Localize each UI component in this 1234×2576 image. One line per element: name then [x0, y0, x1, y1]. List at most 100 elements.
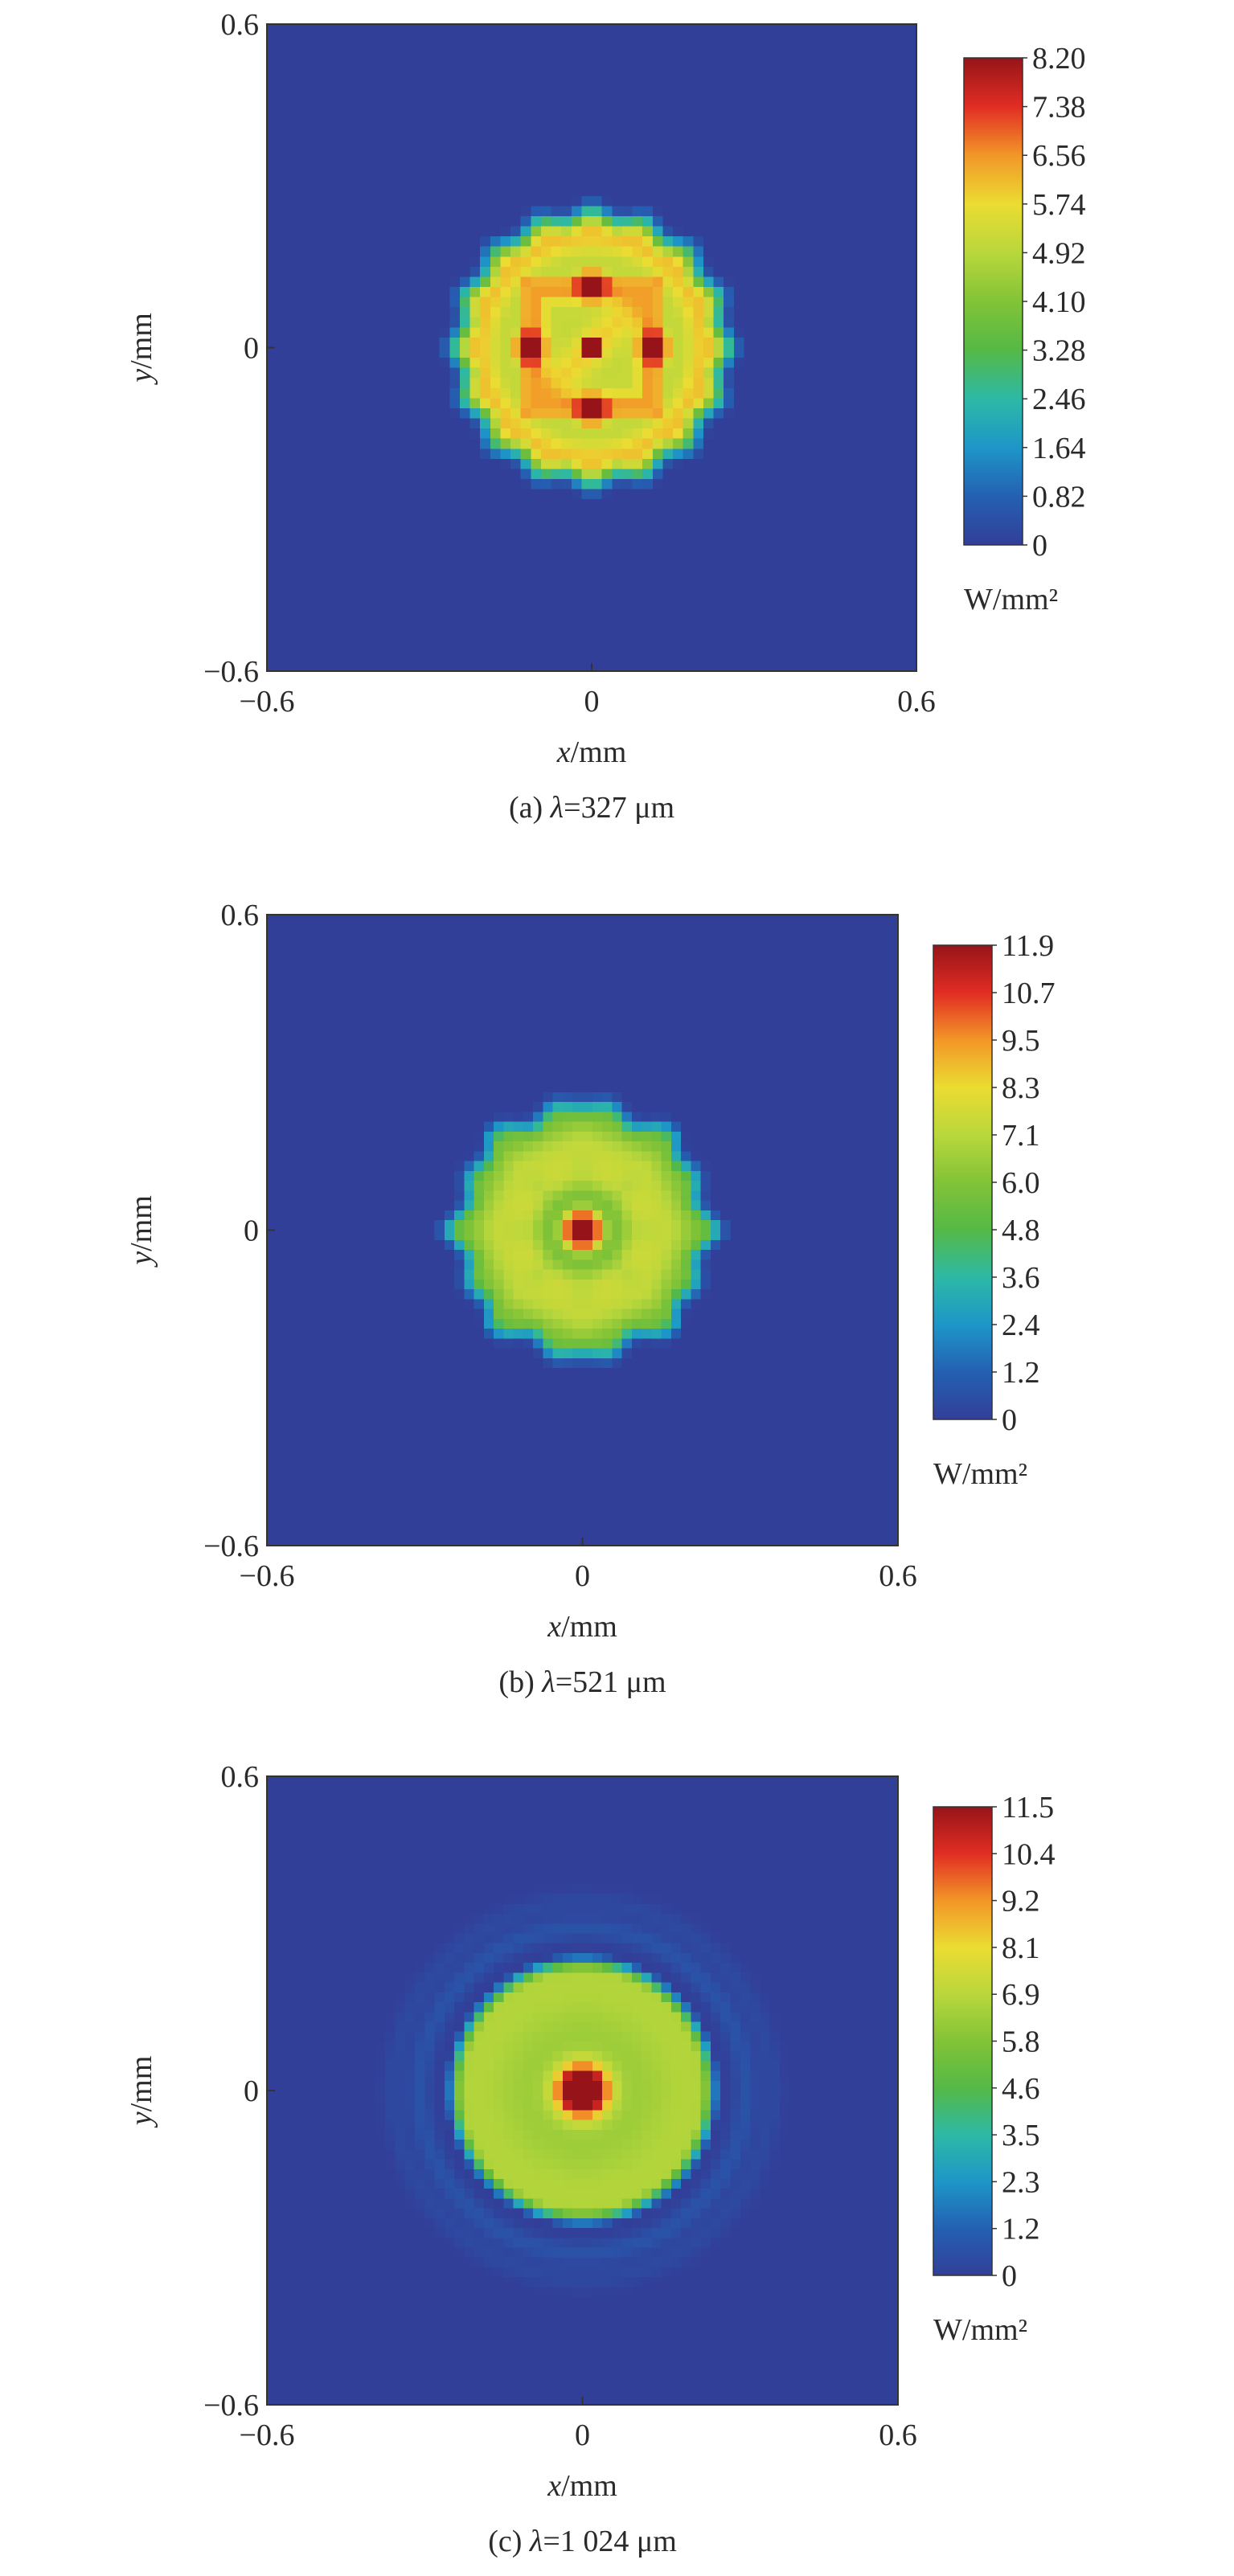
heatmap-cell	[316, 924, 327, 936]
heatmap-cell	[744, 428, 755, 440]
heatmap-cell	[490, 236, 501, 248]
heatmap-cell	[510, 489, 522, 500]
heatmap-cell	[632, 337, 643, 349]
heatmap-cell	[365, 1022, 376, 1034]
heatmap-cell	[287, 266, 298, 278]
heatmap-cell	[368, 367, 379, 379]
heatmap-cell	[267, 1210, 277, 1221]
heatmap-cell	[784, 489, 796, 500]
heatmap-cell	[784, 307, 796, 318]
heatmap-cell	[378, 95, 390, 106]
heatmap-cell	[388, 539, 400, 551]
heatmap-cell	[355, 1535, 367, 1546]
heatmap-cell	[693, 145, 704, 157]
heatmap-cell	[733, 610, 744, 621]
heatmap-cell	[368, 620, 379, 632]
heatmap-cell	[469, 246, 481, 257]
heatmap-cell	[287, 479, 298, 490]
heatmap-cell	[794, 479, 806, 490]
heatmap-cell	[277, 1112, 288, 1123]
heatmap-cell	[480, 550, 491, 561]
heatmap-cell	[306, 1200, 317, 1211]
heatmap-cell	[296, 1259, 307, 1271]
heatmap-cell	[845, 95, 856, 106]
heatmap-cell	[551, 590, 562, 601]
heatmap-cell	[531, 84, 542, 96]
heatmap-cell	[845, 307, 856, 318]
heatmap-cell	[429, 95, 441, 106]
heatmap-cell	[520, 54, 531, 65]
heatmap-cell	[306, 954, 317, 964]
heatmap-cell	[865, 600, 877, 612]
heatmap-cell	[399, 236, 410, 248]
heatmap-cell	[327, 650, 338, 662]
heatmap-cell	[346, 1466, 356, 1477]
heatmap-cell	[561, 125, 572, 136]
heatmap-cell	[510, 186, 522, 197]
heatmap-cell	[459, 499, 471, 510]
heatmap-cell	[794, 54, 806, 65]
heatmap-cell	[355, 1003, 367, 1014]
heatmap-cell	[375, 1239, 386, 1251]
heatmap-cell	[805, 125, 816, 136]
heatmap-cell	[754, 458, 765, 470]
heatmap-cell	[764, 155, 775, 166]
heatmap-cell	[378, 407, 390, 420]
heatmap-cell	[500, 115, 511, 126]
heatmap-cell	[388, 115, 400, 126]
heatmap-cell	[267, 24, 278, 35]
heatmap-cell	[335, 1052, 346, 1063]
heatmap-cell	[662, 115, 674, 126]
heatmap-cell	[469, 125, 481, 136]
heatmap-cell	[338, 54, 349, 65]
heatmap-cell	[896, 610, 907, 621]
heatmap-cell	[385, 1230, 396, 1241]
heatmap-cell	[713, 155, 724, 166]
heatmap-cell	[621, 54, 633, 65]
heatmap-cell	[399, 246, 410, 257]
heatmap-cell	[693, 175, 704, 186]
heatmap-cell	[368, 115, 379, 126]
heatmap-cell	[683, 166, 694, 177]
heatmap-cell	[346, 1091, 356, 1103]
heatmap-cell	[439, 358, 450, 369]
heatmap-cell	[385, 1220, 396, 1231]
heatmap-cell	[875, 317, 887, 328]
heatmap-cell	[459, 287, 471, 298]
heatmap-cell	[693, 54, 704, 65]
colorbar-tick-label: 5.74	[1032, 188, 1086, 222]
heatmap-cell	[365, 1033, 376, 1044]
heatmap-cell	[764, 104, 775, 116]
heatmap-cell	[906, 104, 917, 116]
heatmap-cell	[774, 287, 785, 298]
heatmap-cell	[355, 1239, 367, 1251]
heatmap-cell	[490, 570, 501, 581]
heatmap-cell	[346, 1358, 356, 1369]
heatmap-cell	[825, 509, 836, 520]
heatmap-cell	[318, 519, 329, 530]
heatmap-cell	[399, 125, 410, 136]
heatmap-cell	[306, 1437, 317, 1448]
heatmap-cell	[875, 620, 887, 632]
heatmap-cell	[306, 1082, 317, 1093]
heatmap-cell	[581, 600, 592, 612]
heatmap-cell	[429, 661, 441, 672]
heatmap-cell	[805, 579, 816, 591]
heatmap-cell	[774, 297, 785, 308]
heatmap-cell	[326, 1269, 337, 1280]
heatmap-cell	[703, 489, 715, 500]
heatmap-cell	[561, 650, 572, 662]
heatmap-cell	[286, 1505, 297, 1517]
heatmap-cell	[805, 276, 816, 288]
heatmap-cell	[297, 620, 309, 632]
heatmap-cell	[459, 215, 471, 227]
heatmap-cell	[865, 428, 877, 440]
heatmap-cell	[835, 125, 847, 136]
heatmap-cell	[805, 570, 816, 581]
heatmap-cell	[805, 358, 816, 369]
heatmap-cell	[408, 256, 420, 268]
heatmap-cell	[449, 519, 461, 530]
heatmap-cell	[348, 358, 359, 369]
heatmap-cell	[724, 600, 735, 612]
heatmap-cell	[733, 34, 744, 45]
